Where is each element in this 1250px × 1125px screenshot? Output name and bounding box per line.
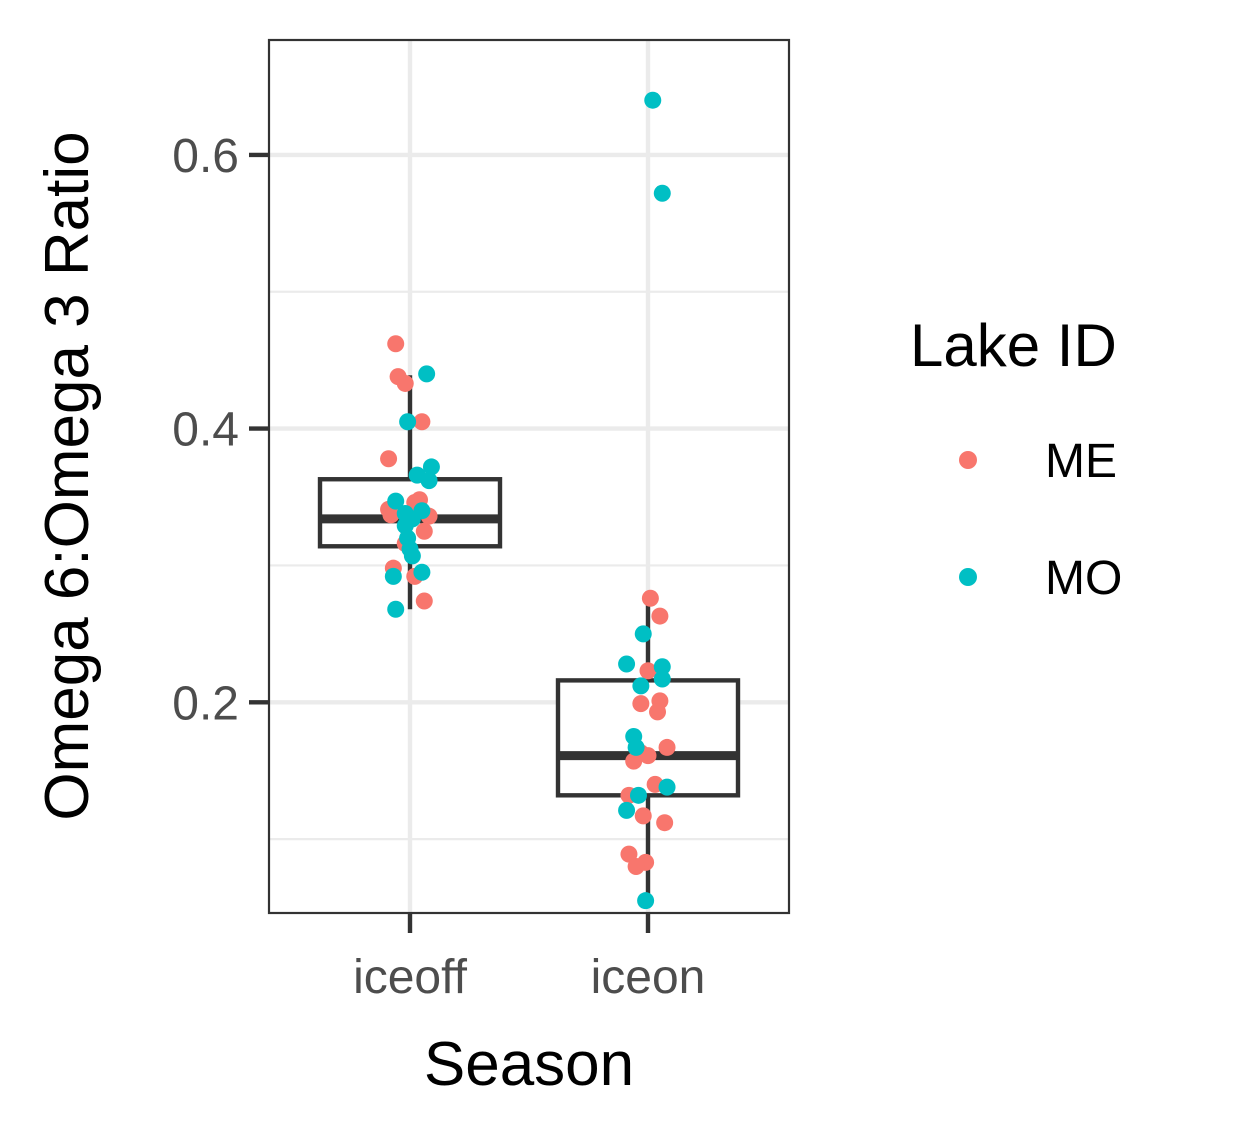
point-MO-iceon bbox=[618, 801, 636, 819]
y-tick-label: 0.4 bbox=[172, 404, 239, 457]
point-MO-iceoff bbox=[384, 567, 402, 585]
point-ME-iceoff bbox=[380, 450, 398, 468]
point-MO-iceon bbox=[634, 625, 652, 643]
legend-label-ME: ME bbox=[1045, 435, 1117, 488]
point-ME-iceon bbox=[656, 814, 674, 832]
point-ME-iceon bbox=[625, 752, 643, 770]
point-ME-iceoff bbox=[415, 522, 433, 540]
point-ME-iceon bbox=[658, 738, 676, 756]
point-ME-iceon bbox=[649, 703, 667, 721]
point-ME-iceon bbox=[634, 807, 652, 825]
point-MO-iceon bbox=[653, 658, 671, 676]
point-MO-iceoff bbox=[422, 458, 440, 476]
point-MO-iceon bbox=[653, 670, 671, 688]
point-ME-iceoff bbox=[387, 335, 405, 353]
point-ME-iceon bbox=[641, 589, 659, 607]
point-MO-iceon bbox=[632, 677, 650, 695]
x-tick-label-iceoff: iceoff bbox=[353, 951, 468, 1004]
point-MO-iceoff bbox=[420, 472, 438, 490]
point-MO-iceoff bbox=[399, 413, 417, 431]
point-ME-iceon bbox=[620, 845, 638, 863]
point-MO-iceoff bbox=[418, 365, 436, 383]
interquartile-box bbox=[555, 678, 741, 798]
point-MO-iceon bbox=[644, 91, 662, 109]
point-ME-iceon bbox=[627, 857, 645, 875]
y-tick-label: 0.2 bbox=[172, 677, 239, 730]
legend-key-MO bbox=[959, 568, 977, 586]
legend-title: Lake ID bbox=[910, 312, 1117, 379]
legend-label-MO: MO bbox=[1045, 552, 1122, 605]
point-MO-iceon bbox=[618, 655, 636, 673]
point-MO-iceon bbox=[629, 786, 647, 804]
plot-panel-border bbox=[267, 38, 791, 915]
legend-key-ME bbox=[959, 451, 977, 469]
point-ME-iceoff bbox=[413, 413, 431, 431]
point-MO-iceoff bbox=[403, 547, 421, 565]
point-ME-iceon bbox=[639, 662, 657, 680]
y-tick-label: 0.6 bbox=[172, 130, 239, 183]
x-tick-label-iceon: iceon bbox=[591, 951, 706, 1004]
point-ME-iceon bbox=[651, 607, 669, 625]
point-ME-iceoff bbox=[382, 506, 400, 524]
data-points bbox=[380, 91, 676, 910]
point-MO-iceon bbox=[653, 184, 671, 202]
point-MO-iceoff bbox=[387, 600, 405, 618]
legend-entries: ME MO bbox=[959, 435, 1122, 605]
point-MO-iceon bbox=[658, 778, 676, 796]
axes: 0.2 0.4 0.6 iceoff iceon bbox=[172, 130, 705, 1004]
point-ME-iceoff bbox=[415, 592, 433, 610]
point-ME-iceon bbox=[632, 695, 650, 713]
legend: Lake ID ME MO bbox=[910, 312, 1122, 605]
point-MO-iceon bbox=[627, 738, 645, 756]
point-ME-iceoff bbox=[396, 374, 414, 392]
point-ME-iceon bbox=[639, 747, 657, 765]
point-MO-iceoff bbox=[387, 492, 405, 510]
point-MO-iceon bbox=[637, 892, 655, 910]
point-MO-iceoff bbox=[413, 563, 431, 581]
y-axis-title: Omega 6:Omega 3 Ratio bbox=[33, 131, 102, 820]
x-axis-title: Season bbox=[424, 1030, 634, 1099]
